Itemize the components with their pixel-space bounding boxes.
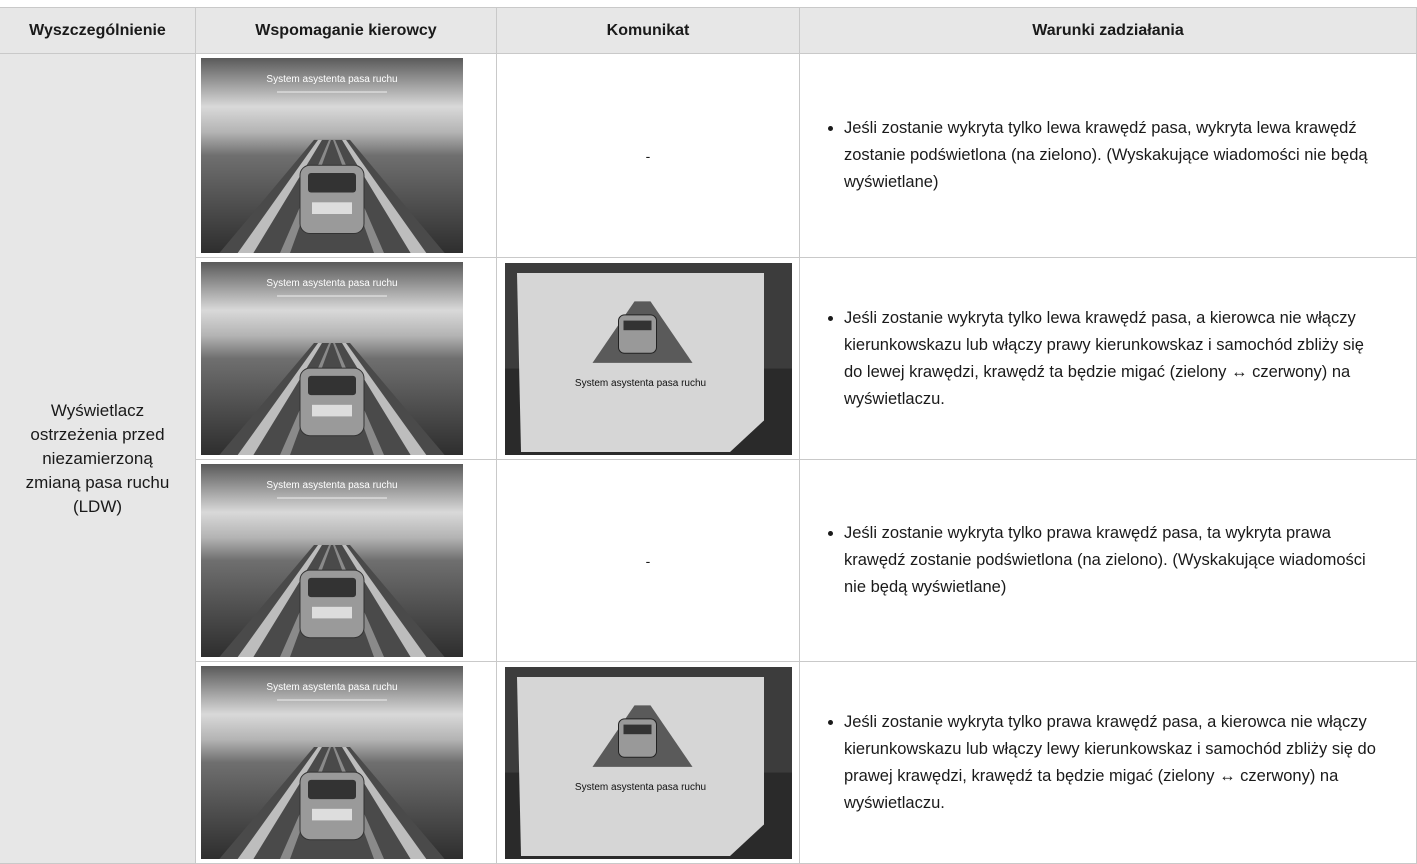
header-cell: Wspomaganie kierowcy — [196, 8, 497, 54]
condition-list: Jeśli zostanie wykryta tylko prawa krawę… — [822, 709, 1384, 817]
message-caption: System asystenta pasa ruchu — [575, 782, 706, 793]
table-top-border — [0, 7, 1417, 8]
message-cell: - — [497, 460, 800, 662]
message-screen: System asystenta pasa ruchu — [505, 263, 792, 455]
header-text: Wyszczególnienie — [29, 21, 166, 39]
condition-list: Jeśli zostanie wykryta tylko prawa krawę… — [822, 520, 1384, 601]
item-text: Wyświetlacz ostrzeżenia przed niezamierz… — [25, 400, 170, 516]
condition-cell: Jeśli zostanie wykryta tylko prawa krawę… — [800, 662, 1417, 864]
header-cell: Komunikat — [497, 8, 800, 54]
condition-cell: Jeśli zostanie wykryta tylko lewa krawęd… — [800, 54, 1417, 258]
message-cell: System asystenta pasa ruchu — [497, 258, 800, 460]
header-text: Warunki zadziałania — [1032, 21, 1184, 39]
message-screen: System asystenta pasa ruchu — [505, 667, 792, 859]
assist-screen: System asystenta pasa ruchu — [201, 262, 463, 455]
condition-list: Jeśli zostanie wykryta tylko lewa krawęd… — [822, 115, 1384, 196]
assist-cell: System asystenta pasa ruchu — [196, 258, 497, 460]
header-text: Komunikat — [606, 21, 690, 39]
assist-cell: System asystenta pasa ruchu — [196, 54, 497, 258]
condition-list: Jeśli zostanie wykryta tylko lewa krawęd… — [822, 305, 1384, 413]
message-cell: System asystenta pasa ruchu — [497, 662, 800, 864]
header-cell: Warunki zadziałania — [800, 8, 1417, 54]
assist-cell: System asystenta pasa ruchu — [196, 460, 497, 662]
assist-caption: System asystenta pasa ruchu — [266, 682, 397, 693]
assist-screen: System asystenta pasa ruchu — [201, 464, 463, 657]
assist-caption: System asystenta pasa ruchu — [266, 480, 397, 491]
condition-cell: Jeśli zostanie wykryta tylko prawa krawę… — [800, 460, 1417, 662]
header-cell: Wyszczególnienie — [0, 8, 196, 54]
item-cell: Wyświetlacz ostrzeżenia przed niezamierz… — [0, 54, 196, 864]
assist-caption: System asystenta pasa ruchu — [266, 278, 397, 289]
condition-cell: Jeśli zostanie wykryta tylko lewa krawęd… — [800, 258, 1417, 460]
message-caption: System asystenta pasa ruchu — [575, 378, 706, 389]
message-text: - — [645, 147, 651, 164]
message-cell: - — [497, 54, 800, 258]
message-text: - — [645, 552, 651, 569]
assist-caption: System asystenta pasa ruchu — [266, 74, 397, 85]
assist-cell: System asystenta pasa ruchu — [196, 662, 497, 864]
condition-text: Jeśli zostanie wykryta tylko lewa krawęd… — [844, 115, 1384, 196]
condition-text: Jeśli zostanie wykryta tylko prawa krawę… — [844, 520, 1384, 601]
assist-screen: System asystenta pasa ruchu — [201, 666, 463, 859]
assist-screen: System asystenta pasa ruchu — [201, 58, 463, 253]
condition-text: Jeśli zostanie wykryta tylko lewa krawęd… — [844, 305, 1384, 413]
condition-text: Jeśli zostanie wykryta tylko prawa krawę… — [844, 709, 1384, 817]
header-text: Wspomaganie kierowcy — [255, 21, 437, 39]
